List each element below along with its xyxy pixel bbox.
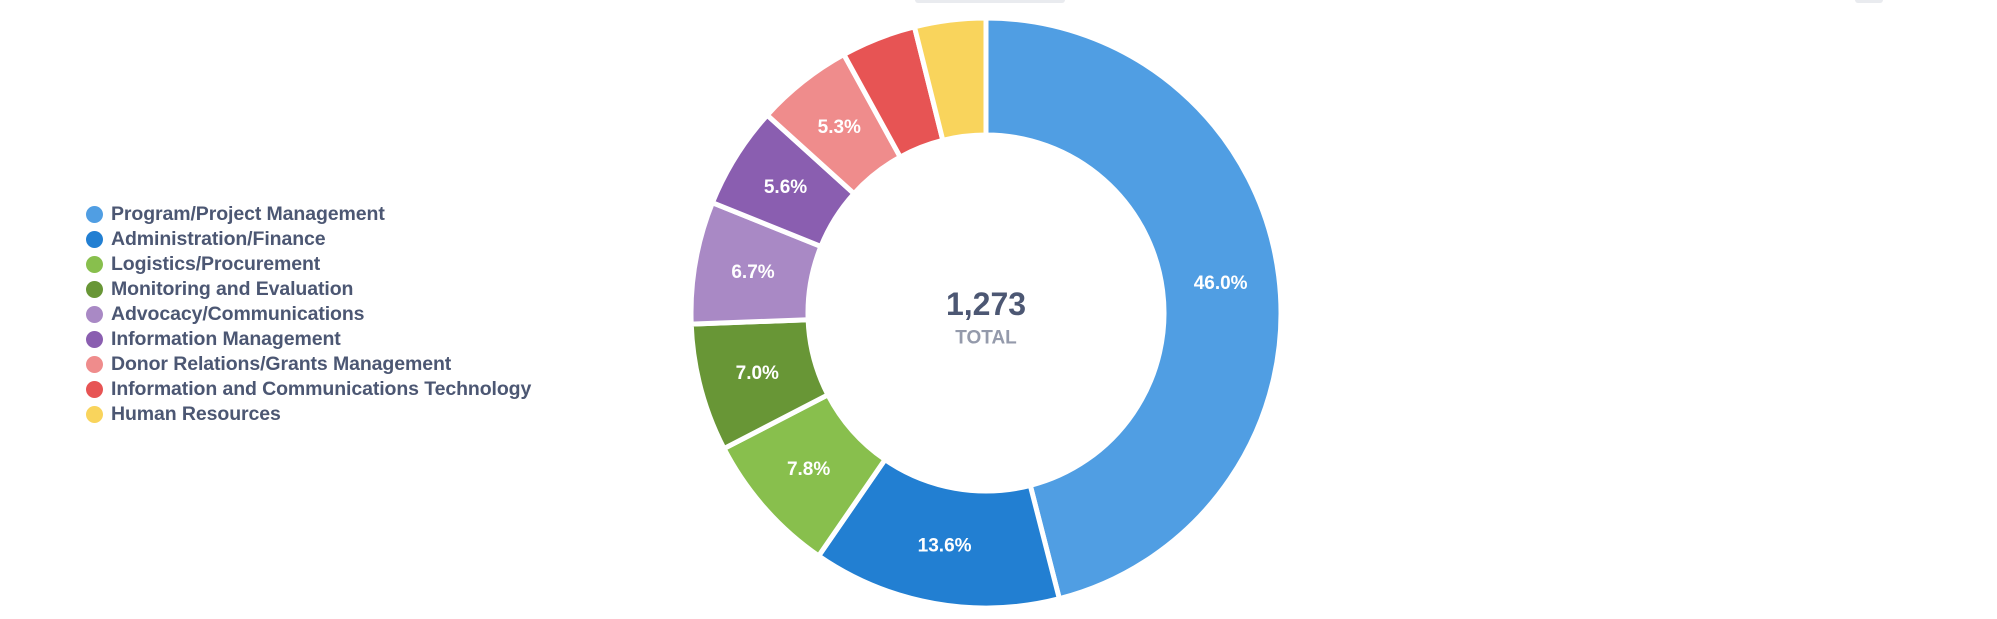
legend-label: Advocacy/Communications [111,303,365,325]
slice-percent-label: 5.6% [764,177,807,198]
slice-percent-label: 5.3% [818,117,861,138]
slice-percent-label: 6.7% [731,262,774,283]
legend-label: Human Resources [111,403,281,425]
legend-label: Administration/Finance [111,228,326,250]
legend-item[interactable]: Administration/Finance [86,227,531,252]
legend-item[interactable]: Advocacy/Communications [86,302,531,327]
legend-label: Information Management [111,328,341,350]
legend-item[interactable]: Monitoring and Evaluation [86,277,531,302]
legend-item[interactable]: Logistics/Procurement [86,252,531,277]
legend-swatch [86,306,103,323]
legend-swatch [86,256,103,273]
legend-item[interactable]: Human Resources [86,402,531,427]
slice-percent-label: 7.0% [736,363,779,384]
legend-label: Monitoring and Evaluation [111,278,354,300]
legend-label: Donor Relations/Grants Management [111,353,452,375]
slice-percent-label: 7.8% [787,459,830,480]
legend-label: Logistics/Procurement [111,253,321,275]
legend-swatch [86,331,103,348]
legend-swatch [86,206,103,223]
legend-swatch [86,281,103,298]
legend-item[interactable]: Information Management [86,327,531,352]
legend-label: Program/Project Management [111,203,385,225]
slice-percent-label: 46.0% [1194,273,1248,294]
legend-swatch [86,356,103,373]
legend-item[interactable]: Information and Communications Technolog… [86,377,531,402]
donut-slice[interactable] [911,15,989,143]
legend-item[interactable]: Program/Project Management [86,202,531,227]
top-divider [1855,0,1883,3]
legend-swatch [86,381,103,398]
top-divider [915,0,1065,3]
legend-label: Information and Communications Technolog… [111,378,532,400]
total-value: 1,273 [946,286,1026,322]
donut-slice[interactable] [983,15,1284,602]
legend-item[interactable]: Donor Relations/Grants Management [86,352,531,377]
chart-legend: Program/Project Management Administration… [86,202,531,427]
total-label: TOTAL [955,328,1017,349]
legend-swatch [86,406,103,423]
slice-percent-label: 13.6% [918,535,972,556]
legend-swatch [86,231,103,248]
